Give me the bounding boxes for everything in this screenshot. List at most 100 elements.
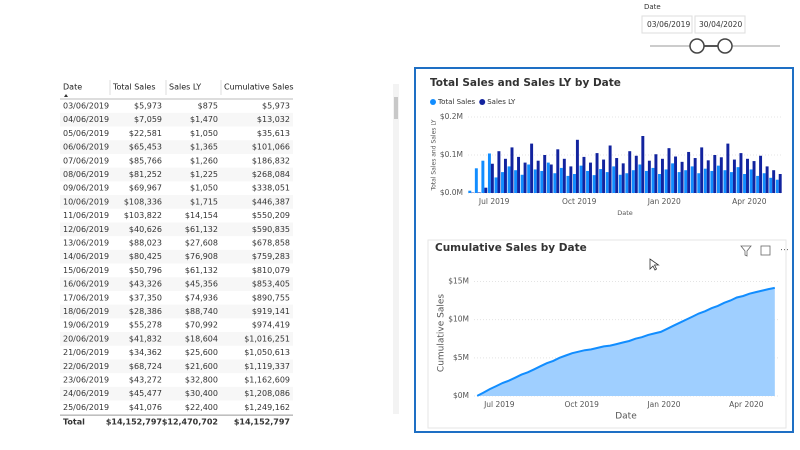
slider-handle[interactable]	[717, 38, 733, 54]
cell: 09/06/2019	[63, 184, 109, 193]
bar	[772, 170, 776, 193]
cell: $1,715	[190, 197, 218, 206]
cell: $1,119,337	[244, 362, 290, 371]
cell: $1,162,609	[244, 376, 290, 385]
row-band	[60, 222, 293, 237]
bar	[536, 160, 540, 193]
x-tick-label: Jul 2019	[483, 400, 515, 409]
bar	[487, 153, 491, 193]
bar	[759, 155, 763, 193]
bar	[634, 155, 638, 193]
x-tick-label: Oct 2019	[564, 400, 599, 409]
row-band	[60, 167, 293, 182]
cell: $43,326	[129, 280, 162, 289]
bar	[582, 156, 586, 193]
chart-title: Total Sales and Sales LY by Date	[430, 77, 621, 89]
slicer-end: 30/04/2020	[699, 20, 742, 29]
area-line	[476, 286, 775, 397]
bar	[746, 158, 749, 193]
total-cell: Total	[63, 418, 85, 427]
bar	[514, 170, 518, 193]
cell: $919,141	[252, 307, 290, 316]
cell: $21,600	[185, 362, 218, 371]
bar	[595, 153, 599, 193]
slider-handle[interactable]	[689, 38, 705, 54]
cell: $338,051	[252, 184, 290, 193]
cell: $7,059	[134, 115, 162, 124]
bar	[530, 143, 534, 193]
filter-icon[interactable]	[740, 245, 752, 257]
cell: $85,766	[129, 156, 162, 165]
cell: 12/06/2019	[63, 225, 109, 234]
row-band	[60, 249, 293, 264]
focus-icon[interactable]	[760, 245, 771, 256]
cell: $22,400	[185, 403, 218, 412]
bar	[684, 170, 688, 193]
bar	[756, 175, 760, 193]
x-axis-label: Date	[617, 209, 633, 217]
cell: 16/06/2019	[63, 280, 109, 289]
slicer-end-box[interactable]	[694, 15, 746, 34]
chart-title: Cumulative Sales by Date	[435, 242, 587, 254]
bar	[736, 167, 740, 193]
bar	[605, 172, 609, 193]
cell: $1,365	[190, 143, 218, 152]
bar	[608, 145, 612, 193]
y-tick-label: $0M	[453, 391, 469, 400]
total-cell: $12,470,702	[162, 418, 218, 427]
cell: $76,908	[185, 252, 218, 261]
bar	[680, 161, 684, 193]
scrollbar-thumb[interactable]	[394, 97, 398, 119]
cell: $70,992	[185, 321, 218, 330]
y-axis-label: Total Sales and Sales LY	[431, 119, 438, 191]
bar	[690, 166, 694, 193]
cell: $678,858	[252, 239, 290, 248]
scrollbar-track[interactable]	[393, 84, 399, 414]
cell: $1,470	[190, 115, 218, 124]
row-band	[60, 332, 293, 346]
bar	[749, 169, 753, 193]
bar	[579, 165, 583, 193]
bar	[625, 173, 629, 193]
visual-frame	[427, 239, 787, 429]
sort-arrow	[64, 94, 68, 97]
slicer-start-box[interactable]	[641, 15, 693, 34]
bar	[556, 149, 560, 193]
cell: $446,387	[252, 197, 290, 206]
cell: $88,023	[129, 239, 162, 248]
bar	[517, 156, 521, 193]
x-tick-label: Oct 2019	[562, 197, 597, 206]
column-header: Cumulative Sales	[224, 83, 294, 92]
bar	[510, 147, 514, 193]
cell: 14/06/2019	[63, 252, 109, 261]
bar	[484, 187, 488, 193]
cell: 15/06/2019	[63, 266, 109, 275]
cell: $1,050	[190, 184, 218, 193]
bar	[572, 174, 576, 193]
bar	[710, 170, 714, 193]
bar	[481, 160, 485, 193]
cell: $81,252	[129, 170, 162, 179]
slicer-label: Date	[644, 3, 661, 11]
cell: $28,386	[129, 307, 162, 316]
bar	[697, 173, 701, 193]
bar	[494, 177, 498, 193]
bar	[497, 151, 501, 193]
cell: 08/06/2019	[63, 170, 109, 179]
cell: $1,016,251	[244, 334, 290, 343]
cell: $5,973	[262, 102, 290, 111]
bar	[527, 164, 531, 193]
bar	[654, 154, 658, 193]
bar	[644, 170, 648, 193]
cell: $101,066	[252, 143, 290, 152]
bar	[671, 163, 675, 193]
cell: $974,419	[252, 321, 290, 330]
bar	[559, 167, 563, 193]
more-icon[interactable]: ⋯	[780, 246, 789, 256]
cell: $853,405	[252, 280, 290, 289]
bar	[621, 163, 625, 193]
y-axis-label: Cumulative Sales	[437, 294, 447, 372]
bar	[477, 192, 481, 193]
bar	[507, 166, 511, 193]
bar	[575, 139, 579, 193]
